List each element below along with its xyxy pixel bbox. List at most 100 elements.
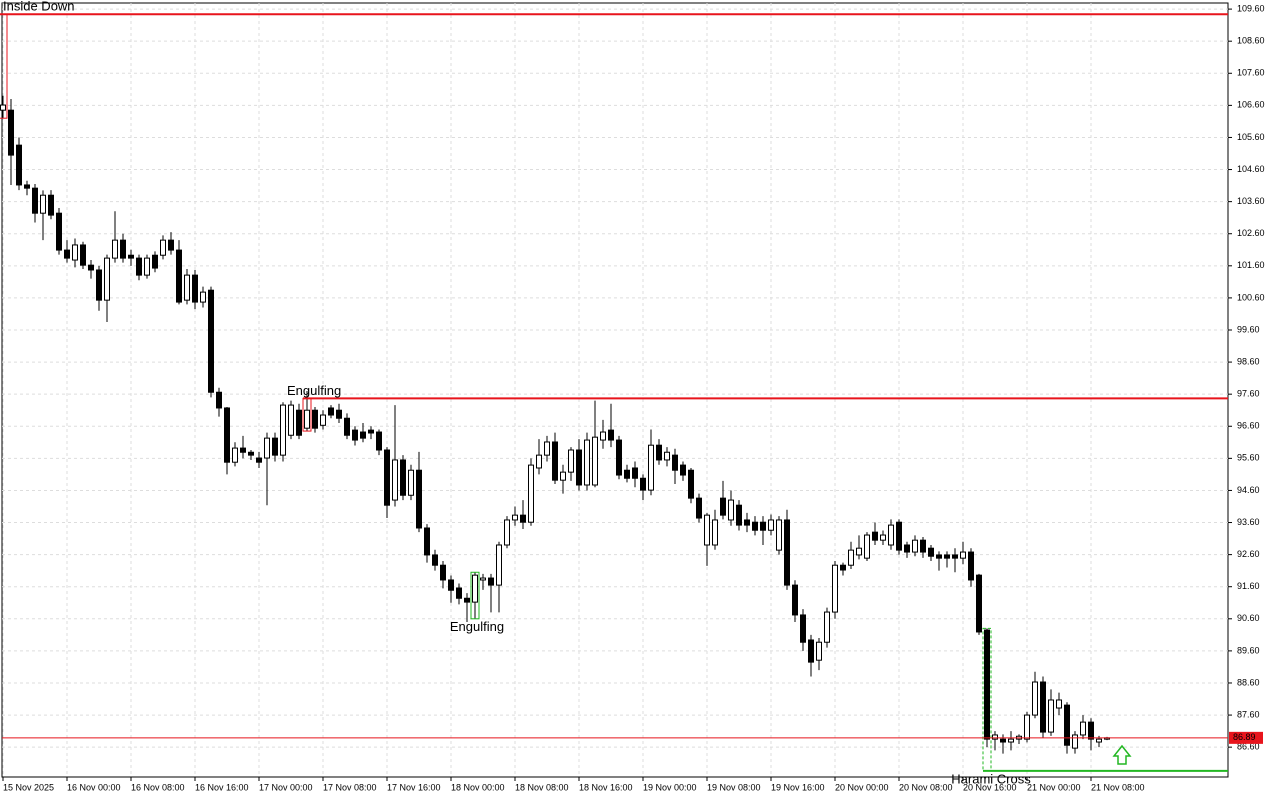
y-tick-label: 109.60 — [1237, 3, 1265, 13]
bull-body — [960, 551, 966, 559]
pattern-label: Harami Cross — [951, 771, 1031, 786]
y-tick-label: 94.60 — [1237, 485, 1260, 495]
last-price-label: 86.89 — [1233, 732, 1256, 742]
bull-body — [504, 519, 510, 546]
axes: 109.60 108.60 107.60 106.60 105.60 104.60 103.… — [2, 3, 1265, 792]
bull-body — [832, 564, 838, 613]
bull-body — [480, 577, 486, 581]
bear-body — [416, 469, 422, 529]
bear-body — [920, 539, 926, 553]
bear-body — [1040, 681, 1046, 733]
bear-body — [256, 457, 262, 463]
bull-body — [584, 439, 590, 486]
bull-body — [880, 534, 886, 541]
bull-body — [1096, 738, 1102, 743]
bear-body — [464, 597, 470, 603]
x-tick-label: 19 Nov 00:00 — [643, 782, 697, 792]
bull-body — [112, 239, 118, 259]
pattern-box — [302, 397, 312, 432]
y-tick-label: 93.60 — [1237, 517, 1260, 527]
bull-body — [560, 471, 566, 481]
y-tick-label: 95.60 — [1237, 453, 1260, 463]
bear-body — [632, 467, 638, 479]
bear-body — [520, 514, 526, 523]
signal-arrow — [1112, 744, 1132, 765]
bear-body — [312, 409, 318, 429]
y-tick-label: 92.60 — [1237, 549, 1260, 559]
bear-body — [720, 497, 726, 516]
bull-body — [816, 641, 822, 661]
plot-frame — [1, 2, 1229, 778]
bull-body — [824, 611, 830, 643]
bear-body — [696, 497, 702, 519]
bull-body — [1072, 734, 1078, 749]
bear-body — [128, 254, 134, 259]
bull-body — [592, 436, 598, 486]
bear-body — [176, 249, 182, 303]
bear-body — [432, 554, 438, 566]
bear-body — [928, 547, 934, 557]
pattern-label: Engulfing — [287, 383, 341, 398]
marks: Inside Down Engulfing Engulfing Harami Cros… — [0, 0, 1228, 786]
bear-body — [64, 249, 70, 259]
y-tick-label: 99.60 — [1237, 324, 1260, 334]
bull-body — [888, 524, 894, 546]
bear-body — [608, 429, 614, 441]
bear-body — [384, 449, 390, 506]
x-tick-label: 17 Nov 00:00 — [259, 782, 313, 792]
bull-body — [496, 544, 502, 586]
y-tick-label: 102.60 — [1237, 228, 1265, 238]
bear-body — [16, 144, 22, 186]
bear-body — [296, 409, 302, 436]
bear-body — [904, 544, 910, 553]
bull-body — [728, 499, 734, 521]
bear-body — [968, 551, 974, 581]
bull-body — [304, 409, 310, 429]
bear-body — [272, 437, 278, 456]
bear-body — [440, 564, 446, 581]
bull-body — [512, 514, 518, 521]
bear-body — [656, 444, 662, 461]
bear-body — [984, 629, 990, 740]
bear-body — [400, 459, 406, 496]
bull-body — [232, 447, 238, 463]
x-tick-label: 18 Nov 16:00 — [579, 782, 633, 792]
bear-body — [24, 184, 30, 189]
bull-body — [472, 574, 478, 603]
bear-body — [152, 254, 158, 269]
bull-body — [40, 194, 46, 214]
bull-body — [856, 547, 862, 556]
bear-body — [616, 439, 622, 476]
y-tick-label: 98.60 — [1237, 356, 1260, 366]
bull-body — [1048, 699, 1054, 733]
bear-body — [120, 239, 126, 259]
y-tick-label: 108.60 — [1237, 36, 1265, 46]
bull-body — [104, 257, 110, 301]
bull-body — [768, 519, 774, 531]
x-tick-label: 21 Nov 00:00 — [1027, 782, 1081, 792]
x-tick-label: 17 Nov 08:00 — [323, 782, 377, 792]
bear-body — [1000, 738, 1006, 743]
bear-body — [80, 244, 86, 266]
bear-body — [744, 519, 750, 526]
y-tick-label: 105.60 — [1237, 132, 1265, 142]
y-tick-label: 107.60 — [1237, 68, 1265, 78]
bull-body — [600, 431, 606, 441]
pattern-box — [0, 13, 8, 119]
y-tick-label: 100.60 — [1237, 292, 1265, 302]
bear-body — [344, 417, 350, 436]
bull-body — [864, 534, 870, 559]
bull-body — [160, 239, 166, 256]
bull-body — [0, 104, 6, 111]
bear-body — [328, 407, 334, 416]
bull-body — [648, 444, 654, 491]
bull-body — [1008, 738, 1014, 743]
bear-body — [336, 409, 342, 419]
bull-body — [264, 437, 270, 459]
bear-body — [624, 469, 630, 479]
bear-body — [1088, 721, 1094, 740]
bear-body — [936, 554, 942, 559]
bull-body — [1024, 714, 1030, 740]
bull-body — [1080, 721, 1086, 736]
bear-body — [552, 441, 558, 481]
